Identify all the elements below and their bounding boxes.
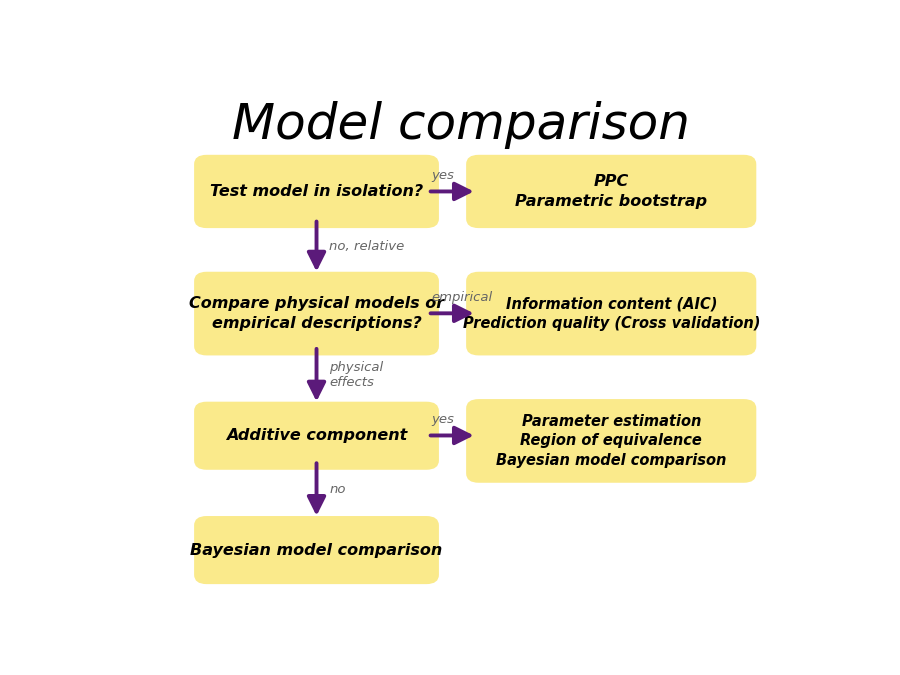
Text: Information content (AIC)
Prediction quality (Cross validation): Information content (AIC) Prediction qua…	[463, 296, 760, 331]
Text: Bayesian model comparison: Bayesian model comparison	[191, 543, 443, 558]
FancyBboxPatch shape	[194, 516, 439, 584]
FancyBboxPatch shape	[194, 402, 439, 470]
FancyBboxPatch shape	[194, 155, 439, 228]
Text: empirical: empirical	[431, 291, 492, 304]
Text: no: no	[329, 483, 346, 496]
FancyBboxPatch shape	[466, 399, 756, 483]
Text: Test model in isolation?: Test model in isolation?	[210, 184, 423, 199]
FancyBboxPatch shape	[466, 272, 756, 356]
Text: yes: yes	[431, 413, 454, 426]
FancyBboxPatch shape	[466, 155, 756, 228]
FancyBboxPatch shape	[194, 272, 439, 356]
Text: yes: yes	[431, 169, 454, 182]
Text: Parameter estimation
Region of equivalence
Bayesian model comparison: Parameter estimation Region of equivalen…	[496, 414, 726, 468]
Text: Model comparison: Model comparison	[232, 101, 690, 149]
Text: PPC
Parametric bootstrap: PPC Parametric bootstrap	[515, 174, 707, 209]
Text: physical
effects: physical effects	[329, 361, 383, 389]
Text: no, relative: no, relative	[329, 240, 404, 253]
Text: Additive component: Additive component	[226, 428, 407, 443]
Text: Compare physical models or
empirical descriptions?: Compare physical models or empirical des…	[189, 296, 444, 331]
